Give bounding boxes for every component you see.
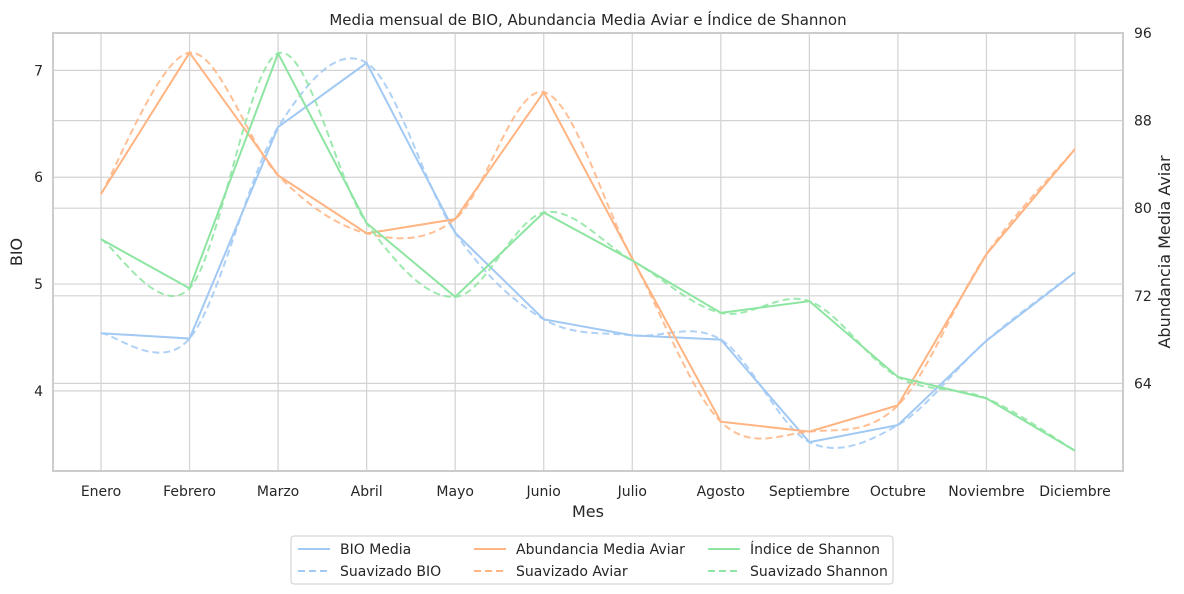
series-line-abundancia-media-aviar — [100, 50, 1076, 433]
x-tick-label: Julio — [617, 484, 647, 500]
x-tick-label: Enero — [81, 484, 121, 500]
x-tick-label: Septiembre — [769, 484, 850, 500]
y-tick-label-right: 96 — [1134, 26, 1152, 42]
series-line-bio-media — [100, 61, 1076, 444]
x-tick-label: Diciembre — [1039, 484, 1110, 500]
y-tick-label-right: 72 — [1134, 289, 1152, 305]
legend-label: Índice de Shannon — [750, 541, 880, 558]
legend-label: BIO Media — [340, 542, 411, 558]
x-tick-label: Abril — [351, 484, 383, 500]
y-tick-label-left: 5 — [34, 277, 43, 293]
legend-label: Suavizado Aviar — [516, 564, 628, 580]
y-axis-title-left: BIO — [7, 238, 26, 266]
x-tick-label: Marzo — [257, 484, 299, 500]
x-tick-label: Noviembre — [948, 484, 1024, 500]
grid — [53, 32, 1123, 471]
legend-label: Suavizado Shannon — [750, 564, 888, 580]
legend: BIO Media Suavizado BIO Abundancia Media A… — [290, 535, 894, 585]
x-axis-title: Mes — [572, 502, 604, 521]
y-tick-label-right: 64 — [1134, 376, 1152, 392]
x-tick-label: Febrero — [163, 484, 216, 500]
x-tick-label: Octubre — [870, 484, 926, 500]
x-tick-label: Mayo — [436, 484, 474, 500]
y-tick-label-right: 88 — [1134, 114, 1152, 130]
legend-label: Abundancia Media Aviar — [516, 542, 685, 558]
series-line-suavizado-bio — [100, 57, 1076, 449]
y-tick-label-left: 6 — [34, 170, 43, 186]
series-line-indice-de-shannon — [100, 50, 1076, 452]
plot-frame — [52, 32, 1124, 472]
y-tick-label-right: 80 — [1134, 201, 1152, 217]
y-tick-label-left: 7 — [34, 63, 43, 79]
x-tick-label: Agosto — [697, 484, 745, 500]
tick-labels: Enero Febrero Marzo Abril Mayo Junio Julio Agos… — [34, 26, 1152, 500]
x-tick-label: Junio — [526, 484, 561, 500]
series-lines — [100, 50, 1076, 452]
chart-title: Media mensual de BIO, Abundancia Media A… — [329, 10, 846, 29]
legend-label: Suavizado BIO — [340, 564, 441, 580]
series-line-suavizado-aviar — [100, 51, 1076, 440]
y-tick-label-left: 4 — [34, 384, 43, 400]
y-axis-title-right: Abundancia Media Aviar — [1155, 155, 1174, 348]
legend-box — [290, 535, 894, 585]
series-line-suavizado-shannon — [100, 52, 1076, 452]
